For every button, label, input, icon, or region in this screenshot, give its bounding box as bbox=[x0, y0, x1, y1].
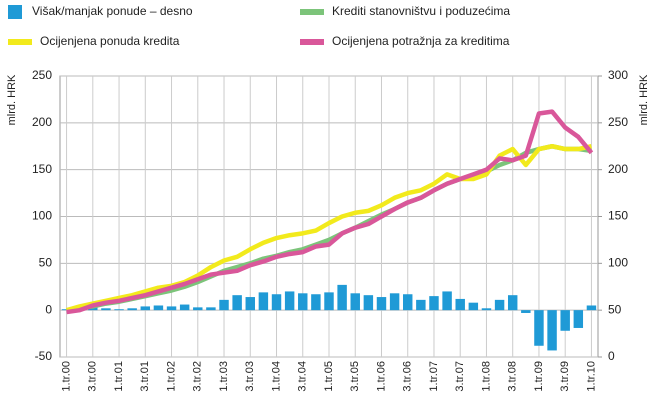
bar bbox=[337, 284, 347, 311]
bar bbox=[245, 297, 255, 311]
y2-tick-label: 50 bbox=[608, 302, 622, 316]
bar bbox=[442, 291, 452, 311]
legend-swatch bbox=[8, 39, 32, 45]
y2-tick-label: 300 bbox=[608, 68, 628, 82]
bar bbox=[311, 294, 321, 311]
y-tick-label: 250 bbox=[32, 68, 52, 82]
y-axis-label: mlrd. HRK bbox=[6, 74, 18, 125]
x-tick-label: 1.tr.06 bbox=[375, 361, 387, 392]
x-tick-label: 3.tr.03 bbox=[244, 361, 256, 392]
y2-axis-label: mlrd. HRK bbox=[638, 74, 650, 125]
bar bbox=[586, 305, 597, 311]
bar bbox=[324, 292, 334, 311]
x-tick-label: 3.tr.09 bbox=[559, 361, 571, 392]
bar bbox=[534, 310, 544, 346]
bar bbox=[350, 293, 360, 311]
y-tick-label: 200 bbox=[32, 115, 52, 129]
bar bbox=[389, 293, 400, 311]
y-tick-label: 150 bbox=[32, 162, 52, 176]
legend-label: Krediti stanovništvu i poduzećima bbox=[332, 4, 510, 18]
bar bbox=[507, 295, 518, 311]
bar bbox=[258, 292, 269, 311]
y-tick-label: 100 bbox=[32, 209, 52, 223]
bar bbox=[468, 302, 479, 311]
bar bbox=[88, 307, 98, 311]
y-tick-label: -50 bbox=[35, 349, 53, 363]
bar bbox=[179, 304, 190, 311]
bar bbox=[153, 305, 164, 311]
y-tick-label: 0 bbox=[45, 302, 52, 316]
bar bbox=[271, 294, 282, 311]
legend-swatch bbox=[300, 39, 324, 45]
y2-tick-label: 250 bbox=[608, 115, 628, 129]
bar bbox=[521, 310, 531, 313]
x-tick-label: 3.tr.08 bbox=[507, 361, 519, 392]
bar bbox=[494, 299, 505, 311]
x-tick-label: 1.tr.00 bbox=[60, 361, 72, 392]
x-tick-label: 3.tr.07 bbox=[454, 361, 466, 392]
bar bbox=[573, 310, 584, 328]
bar bbox=[114, 309, 124, 311]
bar bbox=[101, 308, 111, 311]
bar bbox=[363, 295, 374, 311]
bar bbox=[560, 310, 570, 331]
legend-label: Ocijenjena potražnja za kreditima bbox=[332, 34, 510, 48]
line bbox=[66, 109, 594, 315]
bar bbox=[206, 307, 216, 311]
legend-swatch bbox=[300, 9, 324, 15]
x-tick-label: 1.tr.09 bbox=[533, 361, 545, 392]
bar bbox=[416, 299, 426, 311]
bar bbox=[547, 310, 557, 351]
y-tick-label: 50 bbox=[39, 256, 53, 270]
bar bbox=[193, 307, 203, 311]
bar bbox=[455, 298, 465, 311]
x-tick-label: 3.tr.04 bbox=[297, 361, 309, 392]
x-tick-label: 1.tr.10 bbox=[585, 361, 597, 392]
x-tick-label: 3.tr.01 bbox=[139, 361, 151, 392]
bar bbox=[140, 306, 151, 311]
line bbox=[65, 144, 592, 313]
x-tick-label: 1.tr.05 bbox=[323, 361, 335, 392]
bar bbox=[232, 295, 242, 311]
x-tick-label: 3.tr.05 bbox=[349, 361, 361, 392]
x-tick-label: 1.tr.08 bbox=[480, 361, 492, 392]
y2-tick-label: 200 bbox=[608, 162, 628, 176]
legend-label: Ocijenjena ponuda kredita bbox=[40, 34, 180, 48]
bar bbox=[376, 297, 387, 311]
x-tick-label: 3.tr.06 bbox=[402, 361, 414, 392]
legend-swatch bbox=[8, 5, 22, 19]
bar bbox=[166, 306, 177, 311]
y2-tick-label: 100 bbox=[608, 256, 628, 270]
x-tick-label: 3.tr.00 bbox=[87, 361, 99, 392]
bar bbox=[429, 296, 439, 311]
y2-tick-label: 0 bbox=[608, 349, 615, 363]
bar bbox=[403, 294, 413, 311]
bar bbox=[127, 308, 137, 311]
bar bbox=[298, 293, 308, 311]
legend-label: Višak/manjak ponude – desno bbox=[32, 4, 193, 18]
x-tick-label: 1.tr.01 bbox=[113, 361, 125, 392]
x-tick-label: 1.tr.04 bbox=[270, 361, 282, 392]
bar bbox=[219, 299, 229, 311]
bar bbox=[284, 291, 295, 311]
bar bbox=[481, 308, 492, 311]
x-tick-label: 1.tr.03 bbox=[218, 361, 230, 392]
x-tick-label: 1.tr.07 bbox=[428, 361, 440, 392]
y2-tick-label: 150 bbox=[608, 209, 628, 223]
x-tick-label: 1.tr.02 bbox=[165, 361, 177, 392]
x-tick-label: 3.tr.02 bbox=[192, 361, 204, 392]
